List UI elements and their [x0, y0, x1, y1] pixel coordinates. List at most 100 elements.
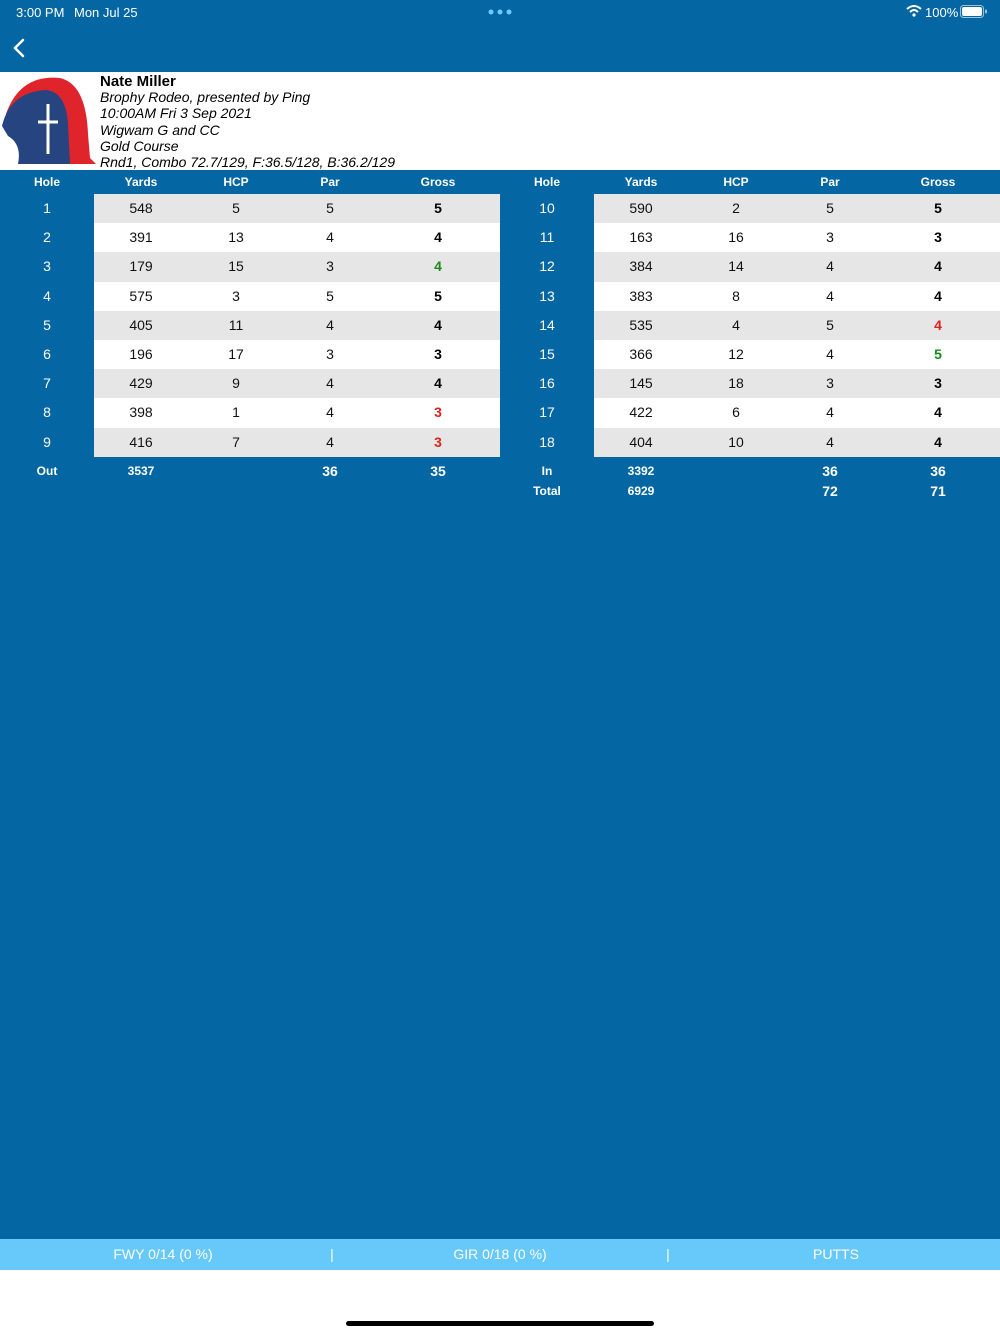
total-par: 36 [322, 463, 338, 479]
column-header: Yards [124, 175, 158, 189]
hole-cell: 13 [539, 287, 555, 304]
back-button[interactable] [10, 37, 30, 59]
gross-cell: 5 [934, 346, 942, 362]
total-label: In [541, 464, 553, 478]
yards-cell: 398 [129, 404, 153, 421]
par-cell: 4 [826, 404, 834, 421]
gross-cell: 3 [434, 346, 442, 362]
event-name: Brophy Rodeo, presented by Ping [100, 89, 311, 105]
hole-cell: 9 [43, 433, 51, 450]
column-header: Hole [33, 175, 60, 189]
hcp-cell: 11 [228, 316, 244, 333]
header-panel [0, 72, 1000, 170]
hole-cell: 2 [43, 229, 51, 246]
row-background [94, 252, 500, 282]
yards-cell: 145 [629, 375, 653, 392]
hcp-cell: 18 [728, 375, 744, 392]
gross-cell: 3 [934, 229, 942, 246]
gross-cell: 3 [934, 375, 942, 392]
total-gross: 36 [930, 463, 946, 479]
par-cell: 4 [326, 433, 334, 450]
gross-cell: 4 [434, 258, 442, 275]
stat-item: PUTTS [813, 1246, 859, 1262]
hole-cell: 4 [43, 287, 51, 304]
column-header: Gross [920, 175, 956, 189]
yards-cell: 404 [629, 433, 653, 450]
gross-cell: 4 [434, 375, 442, 392]
yards-cell: 391 [129, 229, 153, 246]
hole-cell: 6 [43, 346, 51, 362]
hcp-cell: 8 [732, 287, 740, 304]
battery-icon [960, 5, 987, 18]
row-background [594, 252, 1000, 282]
yards-cell: 416 [129, 433, 153, 450]
yards-cell: 535 [629, 316, 653, 333]
hcp-cell: 12 [728, 346, 744, 362]
total-yards: 3392 [627, 464, 655, 478]
par-cell: 5 [326, 287, 334, 304]
hcp-cell: 6 [732, 404, 740, 421]
gross-cell: 4 [934, 433, 942, 450]
par-cell: 4 [826, 287, 834, 304]
hcp-cell: 3 [232, 287, 240, 304]
hcp-cell: 17 [228, 346, 244, 362]
multitask-dots [488, 9, 512, 15]
par-cell: 3 [326, 346, 334, 362]
hcp-cell: 1 [232, 404, 240, 421]
row-background [594, 369, 1000, 399]
hcp-cell: 7 [232, 433, 240, 450]
yards-cell: 383 [629, 287, 653, 304]
hole-cell: 8 [43, 404, 51, 421]
team-logo [2, 77, 96, 164]
gross-cell: 5 [934, 200, 942, 216]
yards-cell: 575 [129, 287, 153, 304]
row-background [94, 369, 500, 399]
gross-cell: 5 [434, 287, 442, 304]
yards-cell: 590 [629, 200, 653, 216]
battery-level: 100% [925, 5, 959, 20]
par-cell: 4 [326, 404, 334, 421]
total-par: 72 [822, 483, 838, 499]
separator: | [666, 1246, 670, 1262]
par-cell: 4 [326, 229, 334, 246]
yards-cell: 163 [629, 229, 653, 246]
par-cell: 5 [826, 316, 834, 333]
gross-cell: 4 [934, 287, 942, 304]
gross-cell: 3 [434, 433, 442, 450]
hole-cell: 18 [539, 433, 555, 450]
column-header: Yards [624, 175, 658, 189]
gross-cell: 3 [434, 404, 442, 421]
par-cell: 4 [826, 433, 834, 450]
yards-cell: 384 [629, 258, 653, 275]
hcp-cell: 4 [732, 316, 740, 333]
status-date: Mon Jul 25 [74, 5, 138, 20]
row-background [94, 340, 500, 370]
row-background [594, 427, 1000, 457]
row-background [594, 281, 1000, 311]
column-header: Par [320, 175, 340, 189]
row-background [594, 310, 1000, 340]
hcp-cell: 16 [728, 229, 744, 246]
round-info: Rnd1, Combo 72.7/129, F:36.5/128, B:36.2… [100, 154, 395, 171]
hole-cell: 14 [539, 316, 555, 333]
par-cell: 3 [826, 229, 834, 246]
player-name: Nate Miller [100, 73, 176, 90]
stat-item: FWY 0/14 (0 %) [113, 1246, 213, 1262]
par-cell: 4 [826, 346, 834, 362]
hole-cell: 12 [539, 258, 555, 275]
hcp-cell: 10 [728, 433, 744, 450]
gross-cell: 4 [934, 316, 942, 333]
hole-cell: 5 [43, 316, 51, 333]
par-cell: 3 [826, 375, 834, 392]
club-name: Wigwam G and CC [100, 121, 220, 138]
hole-cell: 16 [539, 375, 555, 392]
hcp-cell: 5 [232, 200, 240, 216]
gross-cell: 4 [434, 316, 442, 333]
gross-cell: 4 [434, 229, 442, 246]
row-background [94, 223, 500, 253]
yards-cell: 548 [129, 200, 153, 216]
row-background [594, 194, 1000, 224]
event-datetime: 10:00AM Fri 3 Sep 2021 [100, 105, 252, 122]
row-background [594, 223, 1000, 253]
par-cell: 5 [826, 200, 834, 216]
